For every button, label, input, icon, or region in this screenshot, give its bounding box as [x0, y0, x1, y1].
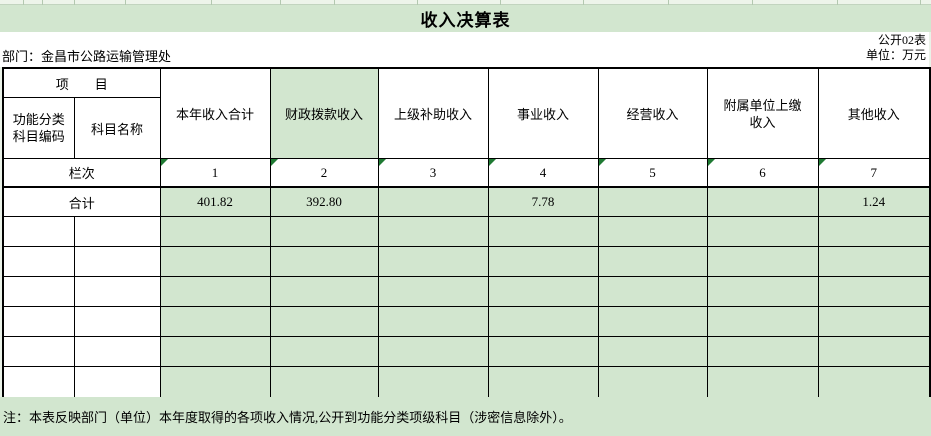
total-value-business-income[interactable]: 7.78 [487, 186, 599, 217]
cell-empty[interactable] [487, 276, 599, 307]
cell-empty[interactable] [487, 336, 599, 367]
cell-empty[interactable] [706, 216, 819, 247]
cutoff-spreadsheet-row [0, 0, 931, 5]
cell-empty[interactable] [597, 306, 708, 337]
cell-empty[interactable] [2, 366, 75, 399]
header-col-superior-subsidy[interactable]: 上级补助收入 [377, 67, 489, 159]
cell-empty[interactable] [269, 246, 379, 277]
cell-flag-triangle [379, 159, 386, 166]
lane-number-cell[interactable]: 1 [159, 158, 271, 188]
header-col-operating-income[interactable]: 经营收入 [597, 67, 708, 159]
cell-flag-triangle [819, 159, 826, 166]
sheet-number-label: 公开02表 [877, 33, 926, 47]
cell-empty[interactable] [487, 306, 599, 337]
header-subject-name[interactable]: 科目名称 [73, 97, 161, 159]
cell-empty[interactable] [377, 336, 489, 367]
department-label: 部门：金昌市公路运输管理处 [2, 49, 172, 64]
cell-empty[interactable] [377, 366, 489, 399]
cell-empty[interactable] [2, 276, 75, 307]
cell-empty[interactable] [597, 216, 708, 247]
page-title: 收入决算表 [420, 11, 511, 30]
title-band: 收入决算表 [0, 5, 931, 32]
note-band: 注：本表反映部门（单位）本年度取得的各项收入情况,公开到功能分类项级科目（涉密信… [0, 397, 931, 436]
cell-empty[interactable] [73, 276, 161, 307]
cell-empty[interactable] [597, 246, 708, 277]
cell-empty[interactable] [377, 306, 489, 337]
cell-empty[interactable] [817, 366, 931, 399]
cell-empty[interactable] [73, 336, 161, 367]
cell-empty[interactable] [269, 276, 379, 307]
cell-flag-triangle [599, 159, 606, 166]
cell-empty[interactable] [159, 366, 271, 399]
lane-number-cell[interactable]: 4 [487, 158, 599, 188]
cell-empty[interactable] [377, 246, 489, 277]
cell-empty[interactable] [159, 276, 271, 307]
total-value-fiscal-appropriation[interactable]: 392.80 [269, 186, 379, 217]
cell-empty[interactable] [706, 336, 819, 367]
total-value-other-income[interactable]: 1.24 [817, 186, 931, 217]
header-col-business-income[interactable]: 事业收入 [487, 67, 599, 159]
cell-empty[interactable] [597, 276, 708, 307]
cell-empty[interactable] [817, 336, 931, 367]
lane-number-cell[interactable]: 6 [706, 158, 819, 188]
header-col-affiliated-unit-income[interactable]: 附属单位上缴收入 [706, 67, 819, 159]
cell-empty[interactable] [817, 276, 931, 307]
cell-empty[interactable] [2, 336, 75, 367]
cell-empty[interactable] [817, 306, 931, 337]
header-function-code[interactable]: 功能分类科目编码 [2, 97, 75, 159]
cell-empty[interactable] [2, 216, 75, 247]
lane-number-cell[interactable]: 7 [817, 158, 931, 188]
cell-empty[interactable] [706, 306, 819, 337]
cell-empty[interactable] [269, 216, 379, 247]
total-value-operating-income[interactable] [597, 186, 708, 217]
lane-label-cell[interactable]: 栏次 [2, 158, 161, 188]
cell-empty[interactable] [159, 336, 271, 367]
total-value-superior-subsidy[interactable] [377, 186, 489, 217]
header-item[interactable]: 项 目 [2, 67, 161, 98]
cell-empty[interactable] [159, 246, 271, 277]
income-final-accounts-table: 项 目 本年收入合计 财政拨款收入 上级补助收入 事业收入 经营收入 附属单位上… [2, 67, 931, 399]
lane-number-cell[interactable]: 5 [597, 158, 708, 188]
cell-empty[interactable] [597, 336, 708, 367]
lane-number-cell[interactable]: 3 [377, 158, 489, 188]
total-value-affiliated-unit[interactable] [706, 186, 819, 217]
cell-empty[interactable] [377, 216, 489, 247]
cell-empty[interactable] [73, 306, 161, 337]
header-col-total-income[interactable]: 本年收入合计 [159, 67, 271, 159]
meta-band: 部门：金昌市公路运输管理处 公开02表 单位：万元 [0, 32, 929, 67]
cell-empty[interactable] [377, 276, 489, 307]
cell-empty[interactable] [159, 216, 271, 247]
cell-empty[interactable] [269, 366, 379, 399]
cell-empty[interactable] [2, 246, 75, 277]
lane-number-cell[interactable]: 2 [269, 158, 379, 188]
cell-empty[interactable] [269, 306, 379, 337]
cell-empty[interactable] [487, 246, 599, 277]
cell-empty[interactable] [487, 216, 599, 247]
table-note: 注：本表反映部门（单位）本年度取得的各项收入情况,公开到功能分类项级科目（涉密信… [3, 410, 572, 425]
cell-empty[interactable] [159, 306, 271, 337]
cell-empty[interactable] [817, 246, 931, 277]
cell-empty[interactable] [487, 366, 599, 399]
cell-empty[interactable] [706, 246, 819, 277]
header-col-other-income[interactable]: 其他收入 [817, 67, 931, 159]
cell-flag-triangle [161, 159, 168, 166]
cell-flag-triangle [489, 159, 496, 166]
cell-empty[interactable] [817, 216, 931, 247]
cell-empty[interactable] [597, 366, 708, 399]
cell-empty[interactable] [73, 366, 161, 399]
total-value-total-income[interactable]: 401.82 [159, 186, 271, 217]
cell-empty[interactable] [73, 246, 161, 277]
cell-empty[interactable] [269, 336, 379, 367]
cell-flag-triangle [708, 159, 715, 166]
unit-label: 单位：万元 [865, 48, 926, 62]
cell-empty[interactable] [706, 366, 819, 399]
cell-empty[interactable] [2, 306, 75, 337]
cell-flag-triangle [271, 159, 278, 166]
cell-empty[interactable] [706, 276, 819, 307]
total-label-cell[interactable]: 合计 [2, 186, 161, 217]
cell-empty[interactable] [73, 216, 161, 247]
header-col-fiscal-appropriation[interactable]: 财政拨款收入 [269, 67, 379, 159]
